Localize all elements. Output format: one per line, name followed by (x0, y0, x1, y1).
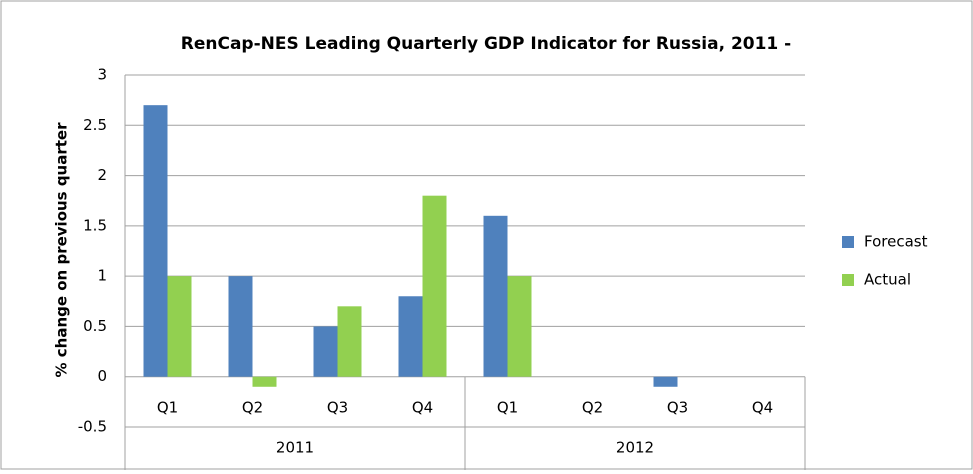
x-tick-label: Q4 (412, 399, 433, 417)
legend-label: Actual (864, 271, 911, 289)
bar (143, 105, 168, 377)
chart-title: RenCap-NES Leading Quarterly GDP Indicat… (181, 34, 792, 54)
x-tick-label: Q4 (752, 399, 773, 417)
bar (228, 276, 253, 377)
x-tick-label: Q1 (497, 399, 518, 417)
x-tick-label: Q2 (242, 399, 263, 417)
legend-swatch (842, 274, 854, 286)
y-tick-label: 2.5 (83, 116, 107, 134)
y-tick-label: 2 (97, 166, 107, 184)
bar (507, 276, 532, 377)
bar (337, 306, 362, 377)
bar (313, 326, 338, 377)
y-tick-label: 1.5 (83, 216, 107, 234)
legend-swatch (842, 236, 854, 248)
y-tick-label: 0.5 (83, 317, 107, 335)
y-axis-label: % change on previous quarter (53, 122, 71, 378)
y-tick-label: -0.5 (78, 418, 107, 436)
legend-label: Forecast (864, 233, 928, 251)
bar (398, 296, 423, 377)
y-tick-label: 3 (97, 66, 107, 84)
bar (483, 215, 508, 377)
x-tick-label: Q3 (667, 399, 688, 417)
bar (653, 376, 678, 387)
y-tick-label: 0 (97, 367, 107, 385)
x-tick-label: Q1 (157, 399, 178, 417)
group-label: 2012 (616, 439, 654, 457)
y-tick-label: 1 (97, 267, 107, 285)
bar (422, 195, 447, 377)
bar (167, 276, 192, 377)
x-tick-label: Q2 (582, 399, 603, 417)
group-label: 2011 (276, 439, 314, 457)
x-tick-label: Q3 (327, 399, 348, 417)
bar (252, 376, 277, 387)
